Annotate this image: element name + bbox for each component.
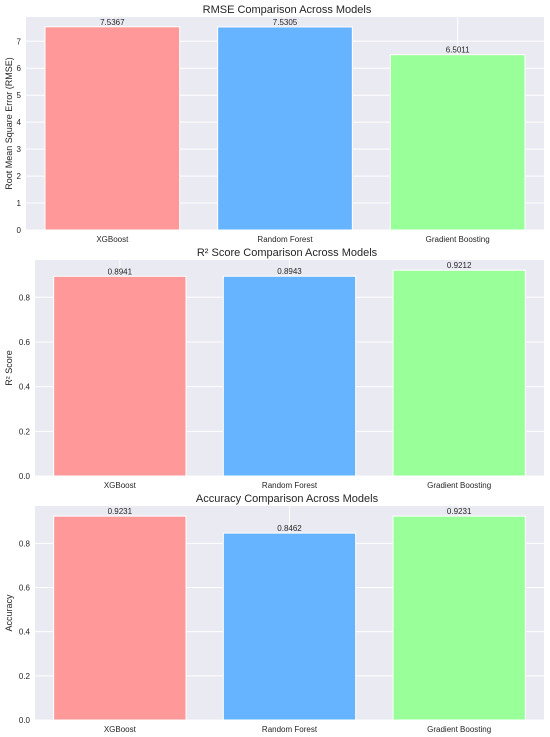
accuracy-chart-y-tick-label: 0.8 <box>19 539 31 548</box>
r2-chart-value-label: 0.8941 <box>108 267 133 276</box>
r2-chart-value-label: 0.9212 <box>447 261 472 270</box>
rmse-chart-y-axis-label: Root Mean Square Error (RMSE) <box>4 57 14 190</box>
r2-chart-x-tick-label: XGBoost <box>104 481 137 490</box>
accuracy-chart-x-tick-label: Gradient Boosting <box>427 725 491 734</box>
rmse-chart-value-label: 7.5305 <box>273 18 298 27</box>
r2-chart-x-tick-label: Random Forest <box>262 481 318 490</box>
r2-chart: R² Score Comparison Across Models 0.8941… <box>4 247 544 490</box>
accuracy-chart-y-tick-label: 0.2 <box>19 672 31 681</box>
accuracy-chart-bar-gradient-boosting <box>392 515 526 721</box>
r2-chart-bars <box>53 269 526 477</box>
rmse-chart-x-tick-label: Gradient Boosting <box>426 235 490 244</box>
rmse-chart-y-tick-label: 3 <box>17 145 22 154</box>
r2-chart-y-tick-label: 0.4 <box>19 383 31 392</box>
rmse-chart-bar-gradient-boosting <box>389 54 526 231</box>
rmse-chart-y-tick-label: 6 <box>17 64 22 73</box>
rmse-chart-bar-random-forest <box>217 26 353 231</box>
rmse-chart-value-labels: 7.5367 7.5305 6.5011 <box>100 18 470 55</box>
r2-chart-y-axis-label: R² Score <box>4 350 14 386</box>
rmse-chart-bar-xgboost <box>44 26 181 231</box>
accuracy-chart-value-label: 0.9231 <box>447 507 472 516</box>
accuracy-chart-x-tick-label: Random Forest <box>262 725 318 734</box>
rmse-chart: RMSE Comparison Across Models 7.5367 7.53… <box>4 4 544 244</box>
rmse-chart-title: RMSE Comparison Across Models <box>203 4 372 16</box>
r2-chart-bar-gradient-boosting <box>392 269 526 477</box>
rmse-chart-y-ticks: 0 1 2 3 4 5 6 7 <box>17 37 22 235</box>
rmse-chart-y-tick-label: 4 <box>17 118 22 127</box>
accuracy-chart-y-ticks: 0.0 0.2 0.4 0.6 0.8 <box>19 539 31 725</box>
r2-chart-value-label: 0.8943 <box>277 267 302 276</box>
r2-chart-y-tick-label: 0.2 <box>19 427 31 436</box>
r2-chart-x-ticks: XGBoost Random Forest Gradient Boosting <box>104 481 491 490</box>
accuracy-chart-value-label: 0.9231 <box>108 507 133 516</box>
accuracy-chart-value-labels: 0.9231 0.8462 0.9231 <box>108 507 472 533</box>
accuracy-chart-x-tick-label: XGBoost <box>104 725 137 734</box>
accuracy-chart-title: Accuracy Comparison Across Models <box>196 493 379 505</box>
r2-chart-y-tick-label: 0.8 <box>19 293 31 302</box>
r2-chart-bar-xgboost <box>53 275 187 477</box>
rmse-chart-x-tick-label: XGBoost <box>96 235 129 244</box>
rmse-chart-value-label: 7.5367 <box>100 18 125 27</box>
accuracy-chart-y-tick-label: 0.6 <box>19 583 31 592</box>
rmse-chart-y-tick-label: 2 <box>17 172 22 181</box>
rmse-chart-x-tick-label: Random Forest <box>257 235 313 244</box>
accuracy-chart-y-tick-label: 0.4 <box>19 628 31 637</box>
r2-chart-y-tick-label: 0.6 <box>19 338 31 347</box>
r2-chart-value-labels: 0.8941 0.8943 0.9212 <box>108 261 472 276</box>
accuracy-chart-bars <box>53 515 526 721</box>
r2-chart-y-tick-label: 0.0 <box>19 472 31 481</box>
accuracy-chart-bar-xgboost <box>53 515 187 721</box>
accuracy-chart-x-ticks: XGBoost Random Forest Gradient Boosting <box>104 725 491 734</box>
rmse-chart-bars <box>44 26 526 231</box>
accuracy-chart: Accuracy Comparison Across Models 0.9231… <box>4 493 544 734</box>
rmse-chart-y-tick-label: 5 <box>17 91 22 100</box>
rmse-chart-y-tick-label: 1 <box>17 199 22 208</box>
accuracy-chart-y-tick-label: 0.0 <box>19 716 31 725</box>
r2-chart-title: R² Score Comparison Across Models <box>197 247 378 259</box>
r2-chart-bar-random-forest <box>222 275 357 477</box>
r2-chart-y-ticks: 0.0 0.2 0.4 0.6 0.8 <box>19 293 31 481</box>
rmse-chart-x-ticks: XGBoost Random Forest Gradient Boosting <box>96 235 489 244</box>
accuracy-chart-bar-random-forest <box>222 532 357 721</box>
rmse-chart-value-label: 6.5011 <box>446 46 470 55</box>
accuracy-chart-y-axis-label: Accuracy <box>4 594 14 632</box>
accuracy-chart-value-label: 0.8462 <box>277 524 302 533</box>
r2-chart-x-tick-label: Gradient Boosting <box>427 481 491 490</box>
rmse-chart-y-tick-label: 0 <box>17 226 22 235</box>
rmse-chart-y-tick-label: 7 <box>17 37 22 46</box>
